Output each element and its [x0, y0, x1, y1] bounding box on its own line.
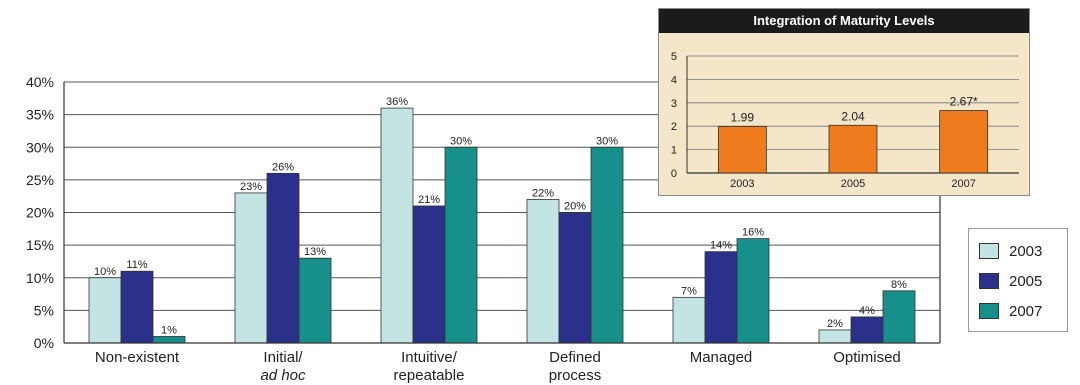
inset-y-tick-label: 2 [671, 121, 677, 133]
data-label: 26% [272, 161, 294, 173]
chart-bars [88, 107, 916, 344]
y-tick-label: 20% [26, 205, 54, 221]
inset-y-tick-label: 1 [671, 145, 677, 157]
legend-swatch-2003 [979, 243, 999, 259]
y-tick-label: 25% [26, 172, 54, 188]
x-category-label: Defined [549, 349, 601, 366]
data-label: 22% [532, 187, 554, 199]
x-category-label: Optimised [833, 349, 901, 366]
data-label: 14% [710, 240, 732, 252]
x-category-label: Managed [690, 349, 753, 366]
inset-chart-bars [717, 110, 989, 174]
y-tick-label: 30% [26, 139, 54, 155]
legend-item-2005: 2005 [979, 271, 1042, 291]
inset-data-label: 1.99 [731, 110, 755, 124]
data-label: 13% [304, 246, 326, 258]
bar-data-labels: 10%11%1%23%26%13%36%21%30%22%20%30%7%14%… [94, 96, 907, 336]
bar-2007-5 [882, 290, 916, 344]
chart-legend: 2003 2005 2007 [968, 228, 1068, 332]
bar-2007-1 [298, 257, 332, 344]
inset-x-label: 2005 [841, 178, 865, 190]
data-label: 2% [827, 318, 843, 330]
x-category-label: ad hoc [260, 367, 306, 384]
legend-item-2007: 2007 [979, 301, 1042, 321]
data-label: 10% [94, 266, 116, 278]
inset-y-tick-label: 4 [671, 74, 677, 86]
bar-2007-4 [736, 238, 770, 344]
data-label: 20% [564, 201, 586, 213]
inset-y-tick-label: 3 [671, 98, 677, 110]
data-label: 30% [450, 135, 472, 147]
bar-2003-0 [88, 277, 122, 344]
y-tick-label: 5% [34, 302, 54, 318]
inset-y-tick-label: 0 [671, 168, 677, 180]
inset-bar-2003 [717, 126, 767, 174]
bar-2003-3 [526, 199, 560, 344]
bar-2003-1 [234, 192, 268, 344]
integration-maturity-chart: 0 1 2 3 4 5 1.99 2.04 2.67* 2003 2005 2007 [671, 51, 1019, 190]
chart-gridlines [64, 81, 940, 311]
y-tick-label: 0% [34, 335, 54, 351]
y-tick-label: 35% [26, 107, 54, 123]
inset-chart-panel: Integration of Maturity Levels 0 1 2 3 4 5 1.… [658, 8, 1030, 196]
data-label: 23% [240, 181, 262, 193]
legend-swatch-2007 [979, 303, 999, 319]
x-category-label: repeatable [394, 367, 465, 384]
legend-label-2003: 2003 [1009, 242, 1043, 260]
y-axis-tick-labels: 0% 5% 10% 15% 20% 25% 30% 35% 40% [26, 74, 54, 351]
data-label: 8% [891, 279, 907, 291]
legend-item-2003: 2003 [979, 241, 1042, 261]
bar-2005-3 [558, 212, 592, 344]
y-tick-label: 40% [26, 74, 54, 90]
bar-2005-4 [704, 251, 738, 344]
inset-data-label: 2.67* [950, 95, 978, 109]
bar-2005-1 [266, 172, 300, 344]
bar-2003-4 [672, 296, 706, 344]
data-label: 30% [596, 135, 618, 147]
data-label: 16% [742, 227, 764, 239]
legend-label-2007: 2007 [1009, 302, 1043, 320]
inset-x-label: 2007 [951, 178, 975, 190]
inset-chart-title: Integration of Maturity Levels [659, 9, 1029, 33]
inset-y-tick-label: 5 [671, 51, 677, 63]
inset-data-label: 2.04 [841, 109, 865, 123]
x-category-label: process [549, 367, 602, 384]
data-label: 21% [418, 194, 440, 206]
x-category-label: Intuitive/ [401, 349, 458, 366]
bar-2005-5 [850, 316, 884, 344]
data-label: 11% [126, 259, 147, 271]
data-label: 7% [681, 285, 697, 297]
legend-swatch-2005 [979, 273, 999, 289]
bar-2003-2 [380, 107, 414, 344]
bar-2005-0 [120, 270, 154, 344]
y-tick-label: 10% [26, 270, 54, 286]
x-axis-category-labels: Non-existent Initial/ad hoc Intuitive/repe… [95, 349, 901, 384]
bar-2007-0 [152, 336, 186, 344]
x-category-label: Initial/ [263, 349, 303, 366]
inset-bar-data-labels: 1.99 2.04 2.67* [731, 95, 978, 125]
data-label: 4% [859, 305, 875, 317]
inset-y-axis-tick-labels: 0 1 2 3 4 5 [671, 51, 677, 180]
data-label: 36% [386, 96, 408, 108]
bar-2005-2 [412, 205, 446, 344]
bar-2007-3 [590, 146, 624, 344]
inset-x-axis-labels: 2003 2005 2007 [730, 178, 976, 190]
data-label: 1% [161, 324, 177, 336]
inset-bar-2005 [828, 124, 878, 174]
bar-2007-2 [444, 146, 478, 344]
y-tick-label: 15% [26, 237, 54, 253]
inset-x-label: 2003 [730, 178, 754, 190]
bar-2003-5 [818, 329, 852, 344]
legend-label-2005: 2005 [1009, 272, 1043, 290]
x-category-label: Non-existent [95, 349, 180, 366]
inset-bar-2007 [939, 110, 989, 174]
